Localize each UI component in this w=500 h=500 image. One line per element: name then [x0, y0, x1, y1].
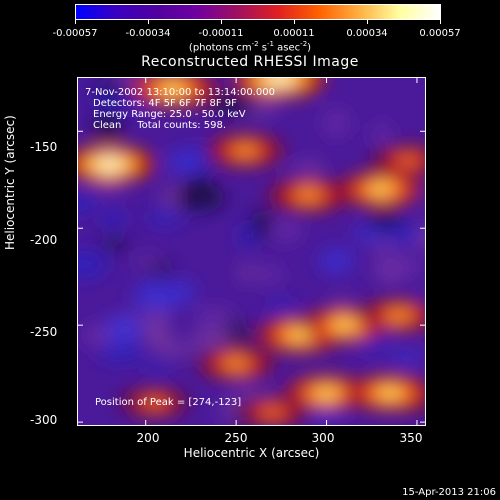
colorbar-tick-label: 0.00034: [346, 28, 388, 39]
annotation-time: 7-Nov-2002 13:10:00 to 13:14:00.000: [85, 87, 275, 98]
units-text: asec: [274, 42, 301, 54]
x-tick-label: 350: [399, 431, 423, 445]
colorbar-tick-label: 0.00011: [273, 28, 315, 39]
annotation-clean: Clean Total counts: 598.: [93, 120, 227, 131]
heatmap-bright-region: [313, 386, 340, 400]
heatmap-texture: [174, 183, 226, 213]
colorbar-units: (photons cm-2 s-1 asec-2): [0, 40, 500, 53]
colorbar-tickmark: [148, 20, 149, 24]
heatmap-bright-region: [386, 309, 412, 322]
plot-frame: [77, 77, 426, 426]
heatmap-bright-region: [367, 182, 394, 197]
heatmap-texture: [146, 360, 169, 374]
heatmap-texture: [99, 237, 131, 250]
units-exp: -2: [251, 40, 259, 48]
heatmap-texture: [94, 91, 118, 110]
heatmap-bright-region: [143, 397, 167, 409]
timestamp: 15-Apr-2013 21:06: [402, 487, 496, 498]
heatmap-texture: [101, 208, 126, 229]
x-tick-label: 300: [311, 431, 335, 445]
heatmap-texture: [285, 163, 315, 178]
heatmap-texture: [147, 208, 182, 227]
heatmap-blobs: [77, 77, 426, 426]
heatmap-texture: [374, 120, 391, 150]
colorbar-tick-label: -0.00057: [52, 28, 98, 39]
heatmap-texture: [238, 224, 256, 250]
annotation-peak: Position of Peak = [274,-123]: [95, 397, 242, 408]
heatmap-texture: [251, 209, 272, 240]
plot-area: 7-Nov-2002 13:10:00 to 13:14:00.000 Dete…: [77, 77, 426, 426]
colorbar-tickmark: [221, 20, 222, 24]
x-tick-label: 250: [224, 431, 248, 445]
heatmap-texture: [167, 150, 203, 174]
colorbar-tickmark: [294, 20, 295, 24]
heatmap-bright-region: [232, 144, 258, 157]
units-exp: -1: [267, 40, 274, 48]
heatmap-texture: [205, 91, 257, 115]
colorbar-tick-label: 0.00057: [419, 28, 461, 39]
heatmap-texture: [193, 307, 236, 326]
heatmap-bright-region: [295, 188, 322, 202]
units-text: (photons cm: [188, 42, 252, 54]
heatmap-texture: [379, 267, 399, 284]
units-text: ): [307, 42, 312, 54]
annotation-energy: Energy Range: 25.0 - 50.0 keV: [93, 109, 246, 120]
heatmap-texture: [175, 279, 195, 305]
heatmap-texture: [323, 109, 350, 137]
y-tick-label: -300: [30, 413, 58, 427]
colorbar-tick-label: -0.00011: [198, 28, 244, 39]
y-tick-label: -250: [30, 325, 58, 339]
heatmap-texture: [133, 254, 161, 268]
chart-title: Reconstructed RHESSI Image: [141, 54, 359, 70]
heatmap-texture: [77, 250, 108, 279]
x-axis-label: Heliocentric X (arcsec): [183, 446, 320, 460]
y-tick-label: -150: [30, 140, 58, 154]
heatmap-texture: [271, 219, 302, 242]
heatmap-texture: [391, 350, 423, 364]
colorbar-tickmark: [75, 20, 76, 24]
heatmap-texture: [191, 327, 236, 350]
heatmap-texture: [77, 192, 98, 213]
colorbar-tick-label: -0.00034: [125, 28, 171, 39]
units-text: s: [258, 42, 268, 54]
heatmap-texture: [264, 300, 299, 315]
heatmap-plot: [77, 77, 426, 426]
x-tick-label: 200: [136, 431, 160, 445]
heatmap-texture: [260, 265, 282, 285]
heatmap-texture: [376, 223, 424, 245]
y-tick-label: -200: [30, 233, 58, 247]
heatmap-bright-region: [159, 81, 187, 96]
heatmap-texture: [144, 320, 172, 351]
heatmap-bright-region: [395, 154, 420, 167]
heatmap-texture: [96, 345, 145, 363]
heatmap-bright-region: [260, 406, 285, 419]
units-exp: -2: [300, 40, 308, 48]
heatmap-texture: [318, 248, 354, 274]
heatmap-texture: [105, 314, 143, 346]
heatmap-bright-region: [265, 77, 294, 87]
heatmap-bright-region: [223, 357, 249, 371]
colorbar: [75, 4, 441, 20]
y-axis-label: Heliocentric Y (arcsec): [3, 115, 17, 250]
heatmap-bright-region: [95, 157, 124, 172]
heatmap-bright-region: [331, 318, 358, 332]
colorbar-tickmark: [440, 20, 441, 24]
annotation-detectors: Detectors: 4F 5F 6F 7F 8F 9F: [93, 98, 237, 109]
colorbar-tickmark: [367, 20, 368, 24]
heatmap-texture: [238, 264, 259, 282]
heatmap-texture: [92, 111, 123, 142]
heatmap-texture: [133, 280, 182, 312]
heatmap-bright-region: [376, 386, 404, 400]
